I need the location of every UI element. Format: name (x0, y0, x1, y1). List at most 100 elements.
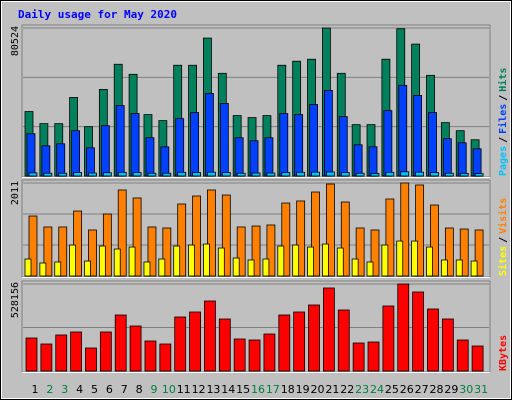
x-tick-label: 19 (296, 383, 310, 396)
bar (70, 331, 83, 372)
x-tick-label: 16 (251, 383, 265, 396)
bar (307, 246, 314, 277)
bar (205, 93, 214, 177)
bar (28, 215, 38, 277)
bar (177, 203, 187, 277)
bar (84, 260, 91, 277)
bar (397, 283, 410, 372)
bar (248, 339, 261, 372)
bar (415, 184, 425, 277)
bar (251, 225, 261, 277)
bar (444, 172, 454, 177)
x-tick-label: 13 (206, 383, 220, 396)
bar (232, 257, 240, 277)
x-tick-label: 4 (76, 383, 83, 396)
x-tick-label: 27 (415, 383, 429, 396)
bar (456, 339, 469, 372)
legend-separator: / (498, 137, 509, 143)
bar (174, 316, 187, 372)
bar (132, 172, 142, 177)
bar (173, 245, 181, 277)
bar (236, 226, 246, 277)
bar (58, 172, 68, 177)
bar (128, 246, 136, 277)
bar (221, 194, 231, 277)
bar (162, 172, 172, 177)
x-tick-label: 14 (221, 383, 235, 396)
bar (69, 244, 77, 277)
bar (43, 226, 53, 277)
x-tick-label: 28 (429, 383, 443, 396)
bar (281, 172, 291, 177)
bar (474, 229, 484, 277)
bar (217, 247, 225, 277)
bar (470, 260, 478, 277)
bar (236, 172, 246, 177)
x-tick-label: 1 (32, 383, 39, 396)
bar (281, 202, 291, 277)
bar (459, 228, 469, 277)
bar (113, 248, 121, 277)
bar (355, 172, 365, 177)
bar (54, 261, 62, 277)
bar (73, 210, 83, 277)
bar (39, 262, 47, 277)
bar (207, 189, 216, 277)
bar (296, 171, 306, 177)
legend: Pages / Files / Hits (497, 68, 509, 176)
bar (472, 148, 482, 177)
bar (353, 144, 363, 177)
bar (368, 146, 378, 177)
bar (266, 224, 276, 277)
bar (266, 172, 276, 177)
x-tick-label: 22 (340, 383, 354, 396)
bar (100, 125, 110, 177)
bar (86, 147, 95, 177)
bar (129, 325, 142, 372)
x-tick-label: 2 (46, 383, 53, 396)
chart-title: Daily usage for May 2020 (18, 8, 177, 21)
bar (337, 309, 350, 372)
bar (426, 246, 433, 277)
legend-separator: / (498, 237, 509, 243)
bar (102, 213, 112, 277)
bar (88, 172, 97, 177)
bar (385, 171, 395, 177)
bar (145, 137, 155, 177)
bar (459, 173, 469, 177)
x-tick-label: 30 (459, 383, 473, 396)
bar (336, 247, 344, 277)
bar (296, 200, 306, 277)
legend: KBytes (498, 335, 509, 371)
bar (144, 340, 157, 372)
bar (204, 300, 216, 372)
bar (370, 173, 380, 177)
y-tick-label: 528156 (10, 282, 21, 318)
bar (159, 343, 172, 372)
bar (26, 133, 36, 177)
bar (411, 240, 419, 277)
bar (28, 172, 38, 177)
y-tick-label: 80524 (10, 26, 21, 56)
bar (340, 172, 350, 177)
bar (325, 183, 335, 277)
y-tick-label: 2011 (10, 181, 21, 205)
x-tick-label: 3 (61, 383, 68, 396)
bar (412, 291, 425, 372)
bar (175, 118, 185, 177)
bar (188, 244, 195, 277)
x-tick-label: 11 (177, 383, 191, 396)
x-tick-label: 18 (281, 383, 295, 396)
bar (294, 114, 304, 177)
bar (471, 345, 484, 372)
bar (207, 171, 216, 177)
bar (366, 261, 374, 277)
bar (263, 333, 276, 372)
bar (430, 172, 439, 177)
bar (264, 137, 274, 177)
bar (367, 341, 380, 372)
bar (56, 143, 66, 177)
bar (277, 245, 285, 277)
x-tick-label: 24 (370, 383, 384, 396)
